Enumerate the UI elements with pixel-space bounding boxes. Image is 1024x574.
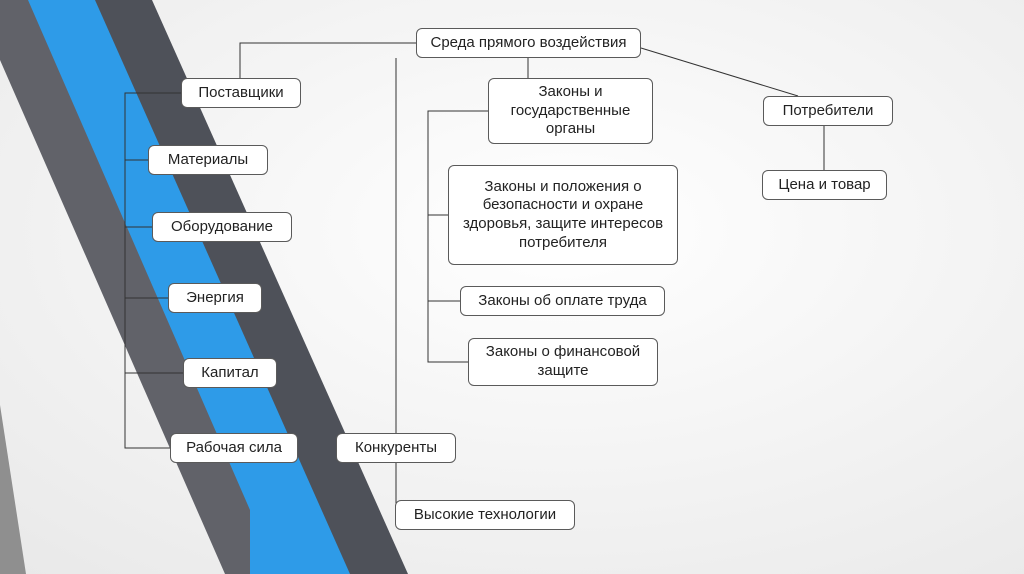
node-label: Рабочая сила bbox=[186, 439, 282, 458]
node-labor: Рабочая сила bbox=[170, 433, 298, 463]
node-laws: Законы и государственные органы bbox=[488, 78, 653, 144]
node-label: Конкуренты bbox=[355, 439, 437, 458]
node-label: Среда прямого воздействия bbox=[430, 34, 626, 53]
node-materials: Материалы bbox=[148, 145, 268, 175]
node-label: Капитал bbox=[201, 364, 258, 383]
node-root: Среда прямого воздействия bbox=[416, 28, 641, 58]
node-label: Цена и товар bbox=[778, 176, 870, 195]
node-label: Материалы bbox=[168, 151, 248, 170]
node-energy: Энергия bbox=[168, 283, 262, 313]
node-label: Оборудование bbox=[171, 218, 273, 237]
node-hightech: Высокие технологии bbox=[395, 500, 575, 530]
node-label: Высокие технологии bbox=[414, 506, 556, 525]
node-label: Поставщики bbox=[198, 84, 283, 103]
node-label: Законы и положения о безопасности и охра… bbox=[457, 178, 669, 253]
node-suppliers: Поставщики bbox=[181, 78, 301, 108]
node-label: Энергия bbox=[186, 289, 244, 308]
node-consumers: Потребители bbox=[763, 96, 893, 126]
node-label: Законы и государственные органы bbox=[497, 83, 644, 139]
node-capital: Капитал bbox=[183, 358, 277, 388]
node-equipment: Оборудование bbox=[152, 212, 292, 242]
node-laws-pay: Законы об оплате труда bbox=[460, 286, 665, 316]
node-laws-safety: Законы и положения о безопасности и охра… bbox=[448, 165, 678, 265]
node-label: Потребители bbox=[783, 102, 874, 121]
node-laws-fin: Законы о финансовой защите bbox=[468, 338, 658, 386]
node-label: Законы об оплате труда bbox=[478, 292, 646, 311]
node-competitors: Конкуренты bbox=[336, 433, 456, 463]
node-price: Цена и товар bbox=[762, 170, 887, 200]
node-label: Законы о финансовой защите bbox=[477, 343, 649, 381]
